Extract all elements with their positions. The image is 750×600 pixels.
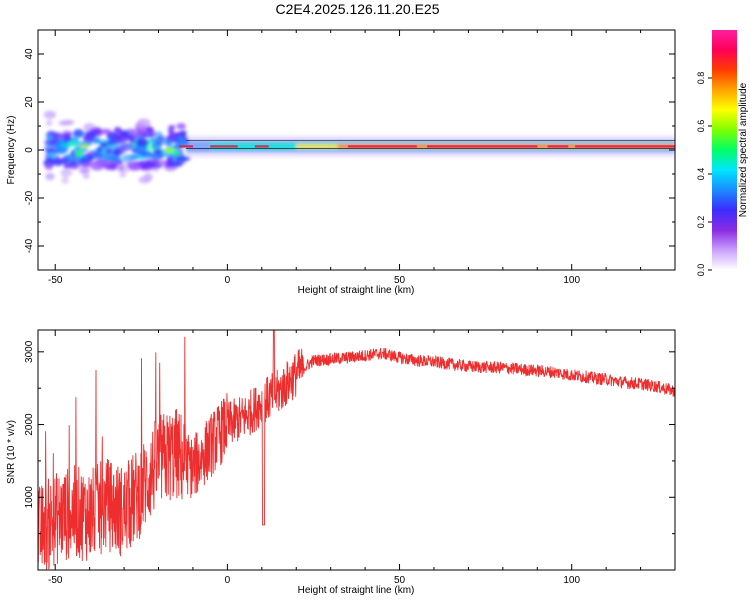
snr-frame <box>37 329 676 571</box>
colorbar-tick-label: 0.2 <box>696 216 706 229</box>
snr-y-tick-label: 2000 <box>24 413 35 436</box>
snr-x-axis-label: Height of straight line (km) <box>298 585 415 596</box>
snr-panel: -50 0 50 100 1000 2000 3000 Height of straigh… <box>6 329 676 596</box>
colorbar-tick-label: 0.0 <box>696 264 706 277</box>
snr-y-axis-label: SNR (10 * v/v) <box>6 420 17 484</box>
colorbar-tick-label: 0.8 <box>696 72 706 85</box>
colorbar-ticks: 0.0 0.2 0.4 0.6 0.8 <box>696 72 712 277</box>
colorbar-tick-label: 0.6 <box>696 120 706 133</box>
chart-title: C2E4.2025.126.11.20.E25 <box>275 1 440 17</box>
spectrogram-y-tick-label: -20 <box>24 190 35 205</box>
spectrogram-panel: -50 0 50 100 -40 -20 0 20 40 Height of straight… <box>6 29 676 296</box>
spectrogram-y-tick-label: -40 <box>24 238 35 253</box>
spectrogram-x-axis: -50 0 50 100 <box>48 30 676 286</box>
spectrogram-x-tick-label: -50 <box>48 275 63 286</box>
snr-x-tick-label: 100 <box>563 575 580 586</box>
snr-x-axis: -50 0 50 100 <box>48 330 676 586</box>
colorbar-label: Normalized spectral amplitude <box>738 82 749 217</box>
spectrogram-image <box>43 110 675 184</box>
spectrogram-y-tick-label: 0 <box>24 147 35 153</box>
snr-x-tick-label: 0 <box>225 575 231 586</box>
spectrogram-x-tick-label: 100 <box>563 275 580 286</box>
colorbar-tick-label: 0.4 <box>696 168 706 181</box>
snr-y-tick-label: 1000 <box>24 486 35 509</box>
colorbar: 0.0 0.2 0.4 0.6 0.8 Normalized spectral ampl… <box>696 30 749 276</box>
spectrogram-y-tick-label: 20 <box>24 96 35 108</box>
snr-x-tick-label: -50 <box>48 575 63 586</box>
colorbar-gradient <box>712 30 737 270</box>
snr-series-line <box>38 330 675 570</box>
spectrogram-y-axis-label: Frequency (Hz) <box>6 116 17 185</box>
spectrogram-y-tick-label: 40 <box>24 48 35 60</box>
snr-y-tick-label: 3000 <box>24 340 35 363</box>
spectrogram-x-tick-label: 50 <box>394 275 406 286</box>
snr-x-tick-label: 50 <box>394 575 406 586</box>
spectrogram-y-axis: -40 -20 0 20 40 <box>24 29 675 271</box>
spectrogram-x-axis-label: Height of straight line (km) <box>298 285 415 296</box>
spectrogram-x-tick-label: 0 <box>225 275 231 286</box>
snr-y-axis: 1000 2000 3000 <box>24 340 675 571</box>
